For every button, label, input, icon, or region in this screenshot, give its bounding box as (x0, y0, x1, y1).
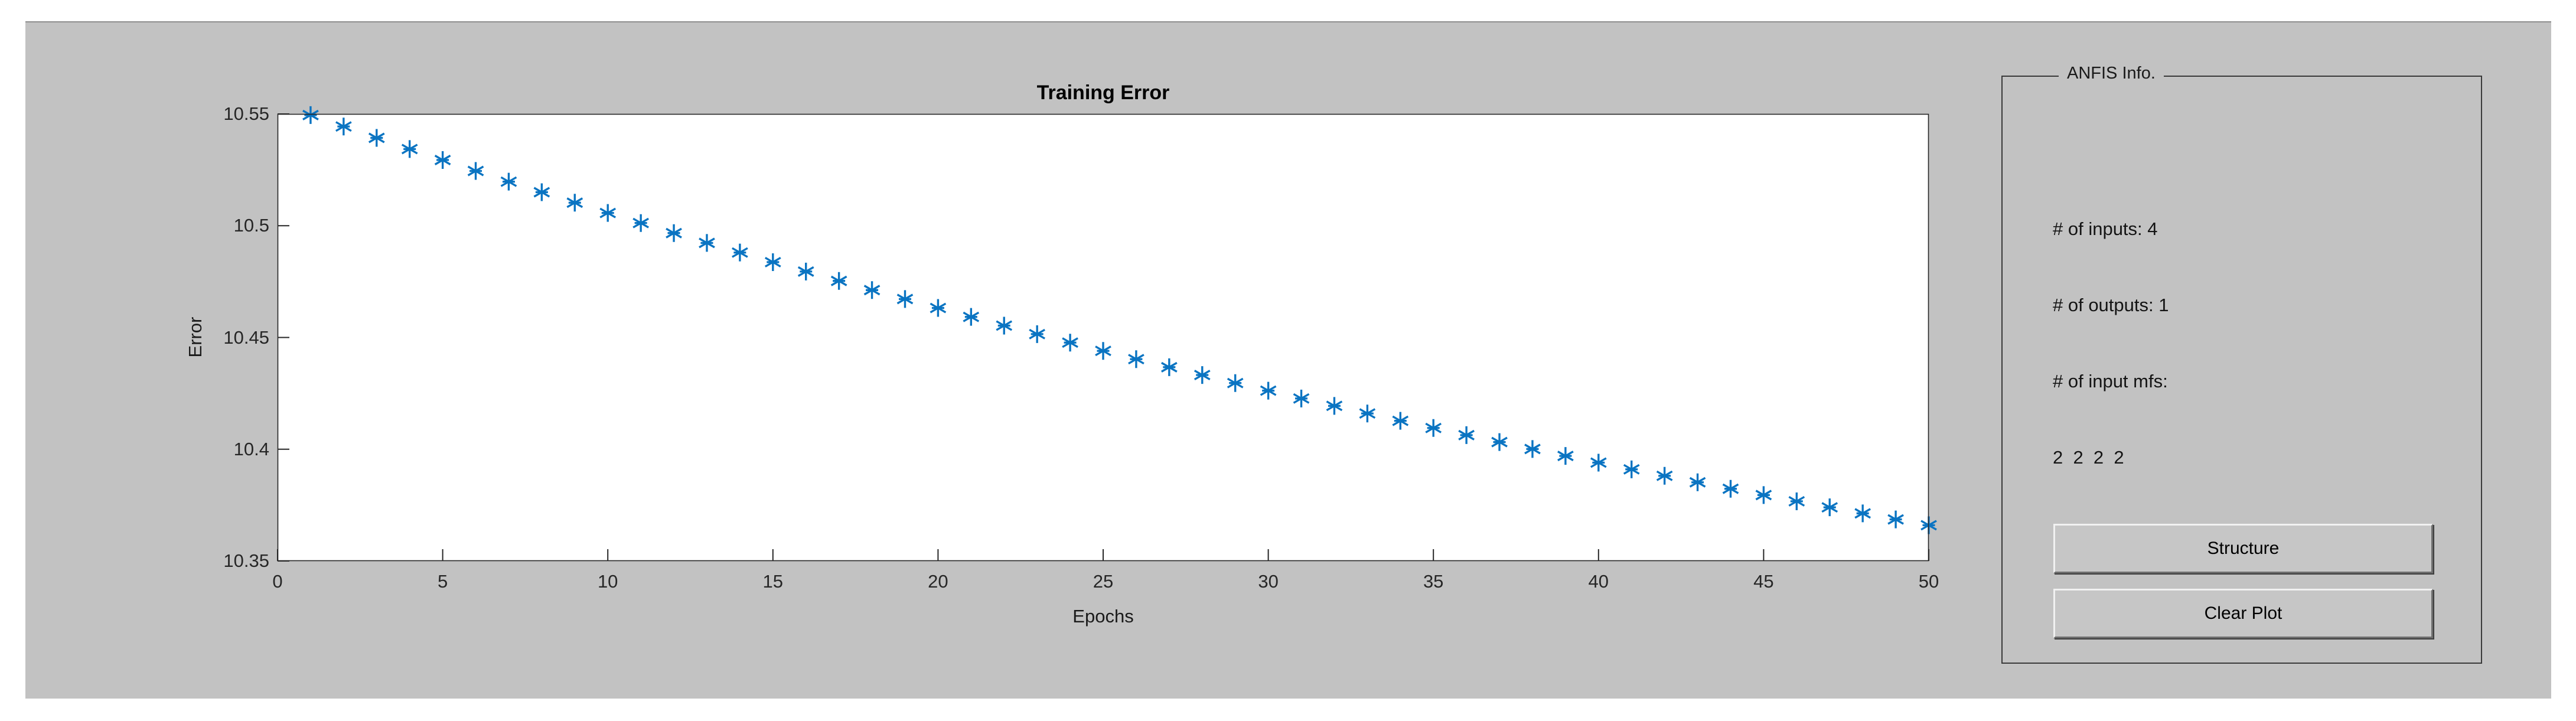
data-point (797, 262, 814, 280)
data-point (1326, 397, 1343, 415)
data-point (1689, 473, 1706, 491)
data-point (1062, 334, 1078, 352)
data-point (467, 162, 484, 180)
data-point (1590, 454, 1607, 472)
data-point (1854, 504, 1871, 523)
x-tick-label: 45 (1753, 571, 1774, 592)
y-tick-label: 10.5 (233, 215, 269, 236)
data-point (368, 129, 385, 147)
data-point (666, 224, 682, 242)
training-error-chart (277, 106, 1937, 562)
data-point (1095, 342, 1111, 360)
y-tick-label: 10.35 (223, 550, 269, 571)
clear-plot-button[interactable]: Clear Plot (2053, 589, 2433, 638)
x-tick-label: 5 (437, 571, 448, 592)
info-num-inputs: # of inputs: 4 (2053, 218, 2158, 239)
data-point (599, 204, 617, 222)
data-point (830, 272, 847, 290)
info-input-mfs-label: # of input mfs: (2053, 371, 2168, 392)
data-point (996, 317, 1013, 335)
data-point (699, 234, 715, 252)
data-point (1260, 381, 1277, 400)
anfis-info-panel: ANFIS Info. # of inputs: 4 # of outputs:… (2001, 64, 2482, 664)
data-point (434, 151, 451, 169)
data-point (1458, 426, 1475, 444)
data-point (1788, 492, 1805, 510)
data-point (963, 308, 980, 326)
x-tick-label: 10 (597, 571, 618, 592)
axis-box (277, 113, 1929, 562)
figure-canvas: Training Error Epochs Error 10.35 10.4 10.… (25, 21, 2551, 699)
data-point (302, 106, 319, 124)
y-tick-label: 10.4 (233, 438, 269, 459)
data-point (1160, 358, 1178, 376)
x-tick-label: 15 (762, 571, 784, 592)
chart-title: Training Error (1036, 81, 1170, 104)
data-point (863, 281, 881, 299)
data-point (1359, 404, 1376, 423)
x-axis-label: Epochs (1072, 606, 1134, 627)
data-point (1656, 466, 1673, 485)
data-point (1557, 447, 1574, 465)
data-point (1491, 433, 1508, 451)
x-tick-label: 50 (1918, 571, 1939, 592)
data-point (1623, 460, 1640, 478)
data-point (1029, 325, 1046, 343)
x-tick-label: 0 (272, 571, 283, 592)
info-input-mfs-values: 2 2 2 2 (2053, 447, 2124, 468)
data-point (1227, 374, 1244, 392)
data-point (1722, 479, 1739, 498)
x-tick-label: 30 (1258, 571, 1279, 592)
data-point (1887, 510, 1904, 528)
y-tick-label: 10.45 (223, 327, 269, 348)
data-point (732, 243, 748, 262)
data-point (632, 214, 649, 232)
structure-button[interactable]: Structure (2053, 524, 2433, 573)
data-point (1293, 389, 1310, 407)
data-point (401, 140, 418, 158)
data-point (1821, 498, 1838, 517)
y-tick-label: 10.55 (223, 103, 269, 124)
anfis-info-text: # of inputs: 4 # of outputs: 1 # of inpu… (2053, 165, 2169, 521)
data-point (335, 118, 352, 136)
data-point (1128, 350, 1144, 368)
data-point (533, 183, 550, 201)
data-point (566, 194, 583, 212)
info-num-outputs: # of outputs: 1 (2053, 295, 2169, 315)
data-point (1425, 419, 1442, 437)
data-point (930, 299, 947, 317)
data-point (1755, 486, 1772, 504)
data-point (896, 290, 914, 308)
panel-title: ANFIS Info. (2059, 64, 2164, 83)
x-tick-label: 40 (1588, 571, 1609, 592)
x-tick-label: 25 (1093, 571, 1114, 592)
x-tick-label: 20 (928, 571, 948, 592)
data-point (1392, 412, 1409, 430)
data-point (1194, 366, 1211, 384)
data-point (1524, 440, 1541, 458)
plot-area (278, 114, 1929, 561)
data-point (764, 253, 781, 271)
x-tick-label: 35 (1423, 571, 1444, 592)
data-point (500, 172, 517, 191)
